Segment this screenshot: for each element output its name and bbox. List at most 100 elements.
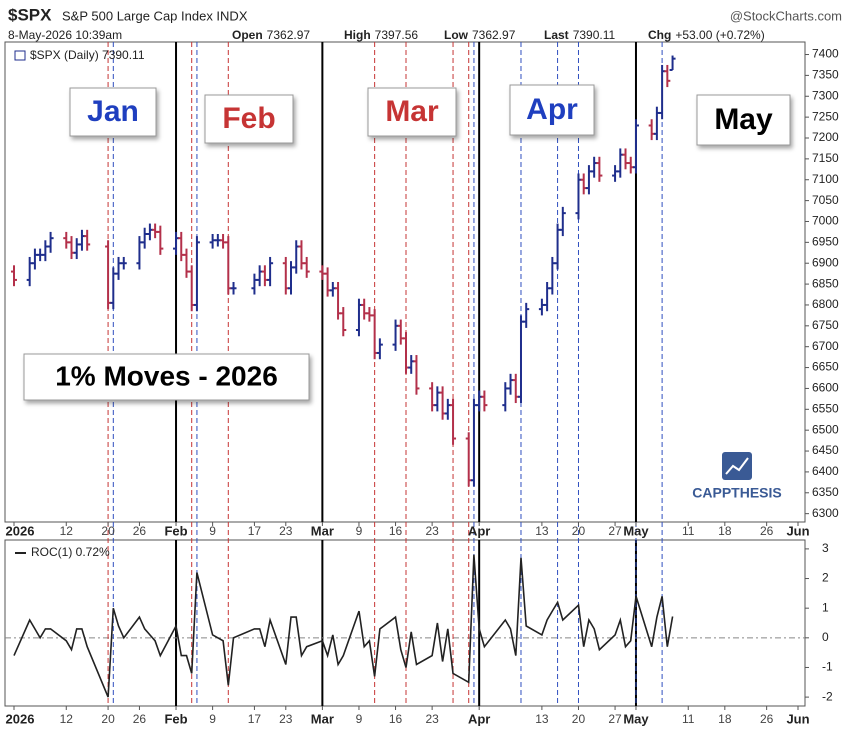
- quote-item: High 7397.56: [344, 28, 418, 42]
- logo-glyph: [725, 457, 749, 475]
- x-tick-label: 2026: [6, 711, 35, 726]
- x-tick-label: 12: [60, 524, 74, 538]
- x-tick-label: Apr: [468, 523, 490, 538]
- x-tick-label: 26: [133, 712, 147, 726]
- y-tick-label: 7000: [812, 214, 839, 228]
- x-tick-label: Mar: [311, 711, 334, 726]
- y-tick-label: 6600: [812, 381, 839, 395]
- x-tick-label: 13: [535, 712, 549, 726]
- x-tick-label: 20: [101, 524, 115, 538]
- plot-layer: 2026 12 20 26 Feb 9 17 23 Mar 9 16 23 Apr 13 20 27 May 11…: [5, 42, 839, 726]
- quote-value: 7362.97: [267, 28, 311, 42]
- x-tick-label: 23: [425, 524, 439, 538]
- x-tick-label: 9: [356, 712, 363, 726]
- annotation-box: [204, 94, 294, 144]
- x-tick-label: 9: [209, 712, 216, 726]
- legend-entry: ROC(1) 0.72%: [31, 545, 110, 559]
- y-tick-label: 6550: [812, 401, 839, 415]
- x-tick-label: 18: [718, 524, 732, 538]
- y-tick-label: 1: [822, 600, 829, 614]
- quote-bar: Open 7362.97 High 7397.56 Low 7362.97 Last 7390…: [232, 28, 765, 42]
- annotation-box: [69, 87, 157, 137]
- logo: [722, 452, 752, 480]
- y-tick-label: 6700: [812, 339, 839, 353]
- x-tick-label: 18: [718, 712, 732, 726]
- x-tick-label: May: [623, 711, 649, 726]
- watermark: CAPPTHESIS: [692, 485, 781, 501]
- y-tick-label: 7250: [812, 109, 839, 123]
- x-tick-label: 17: [248, 524, 262, 538]
- y-tick-label: 6500: [812, 422, 839, 436]
- x-tick-label: Jun: [786, 711, 809, 726]
- quote-label: Chg: [648, 28, 671, 42]
- y-tick-label: 7350: [812, 68, 839, 82]
- x-tick-label: 20: [572, 712, 586, 726]
- x-tick-label: 27: [608, 524, 622, 538]
- annotation-box: [23, 353, 310, 401]
- x-tick-label: 26: [133, 524, 147, 538]
- x-tick-label: 23: [425, 712, 439, 726]
- quote-label: Low: [444, 28, 469, 42]
- logo-icon: [722, 452, 752, 480]
- symbol: $SPX: [8, 5, 52, 24]
- timestamp: 8-May-2026 10:39am: [8, 28, 122, 42]
- annotation-box: [696, 94, 791, 146]
- quote-item: Last 7390.11: [544, 28, 616, 42]
- annotation: Jan: [87, 95, 139, 128]
- x-tick-label: 16: [389, 712, 403, 726]
- quote-value: 7390.11: [573, 28, 616, 42]
- y-tick-label: 6800: [812, 297, 839, 311]
- x-tick-label: 16: [389, 524, 403, 538]
- annotation: May: [714, 103, 773, 136]
- annotation: Apr: [526, 93, 578, 126]
- y-tick-label: 6750: [812, 318, 839, 332]
- y-tick-label: 6850: [812, 276, 839, 290]
- x-tick-label: Apr: [468, 711, 490, 726]
- y-tick-label: 6350: [812, 485, 839, 499]
- x-tick-label: 20: [101, 712, 115, 726]
- y-tick-label: 7150: [812, 151, 839, 165]
- x-tick-label: Jun: [786, 523, 809, 538]
- y-tick-label: 6900: [812, 255, 839, 269]
- quote-value: 7362.97: [472, 28, 516, 42]
- y-tick-label: 6300: [812, 506, 839, 520]
- y-tick-label: 7400: [812, 47, 839, 61]
- quote-label: Open: [232, 28, 263, 42]
- y-tick-label: 6450: [812, 443, 839, 457]
- annotation-box: [367, 87, 457, 137]
- x-tick-label: 26: [760, 712, 774, 726]
- annotation: 1% Moves - 2026: [55, 360, 278, 391]
- quote-label: High: [344, 28, 371, 42]
- y-tick-label: 6400: [812, 464, 839, 478]
- x-tick-label: 9: [356, 524, 363, 538]
- x-tick-label: 23: [279, 712, 293, 726]
- y-tick-label: 6650: [812, 360, 839, 374]
- quote-item: Open 7362.97: [232, 28, 310, 42]
- quote-value: 7397.56: [375, 28, 419, 42]
- y-tick-label: -2: [822, 689, 833, 703]
- annotation: Mar: [385, 95, 439, 128]
- index-name: S&P 500 Large Cap Index INDX: [62, 8, 248, 23]
- y-tick-label: 2: [822, 571, 829, 585]
- x-tick-label: 12: [60, 712, 74, 726]
- x-tick-label: 13: [535, 524, 549, 538]
- annotation: Feb: [222, 102, 275, 135]
- source: @StockCharts.com: [730, 8, 842, 23]
- legend-icon: [14, 50, 26, 61]
- y-tick-label: 7050: [812, 193, 839, 207]
- y-tick-label: 0: [822, 630, 829, 644]
- quote-item: Low 7362.97: [444, 28, 516, 42]
- roc-line: [13, 554, 674, 698]
- x-tick-label: 23: [279, 524, 293, 538]
- x-tick-label: 11: [682, 524, 695, 538]
- legend-entry: $SPX (Daily) 7390.11: [30, 48, 145, 62]
- x-tick-label: 11: [682, 712, 695, 726]
- y-tick-label: 7200: [812, 130, 839, 144]
- y-tick-label: 6950: [812, 235, 839, 249]
- x-tick-label: 20: [572, 524, 586, 538]
- x-tick-label: 27: [608, 712, 622, 726]
- y-tick-label: 7100: [812, 172, 839, 186]
- x-tick-label: 17: [248, 712, 262, 726]
- x-tick-label: May: [623, 523, 649, 538]
